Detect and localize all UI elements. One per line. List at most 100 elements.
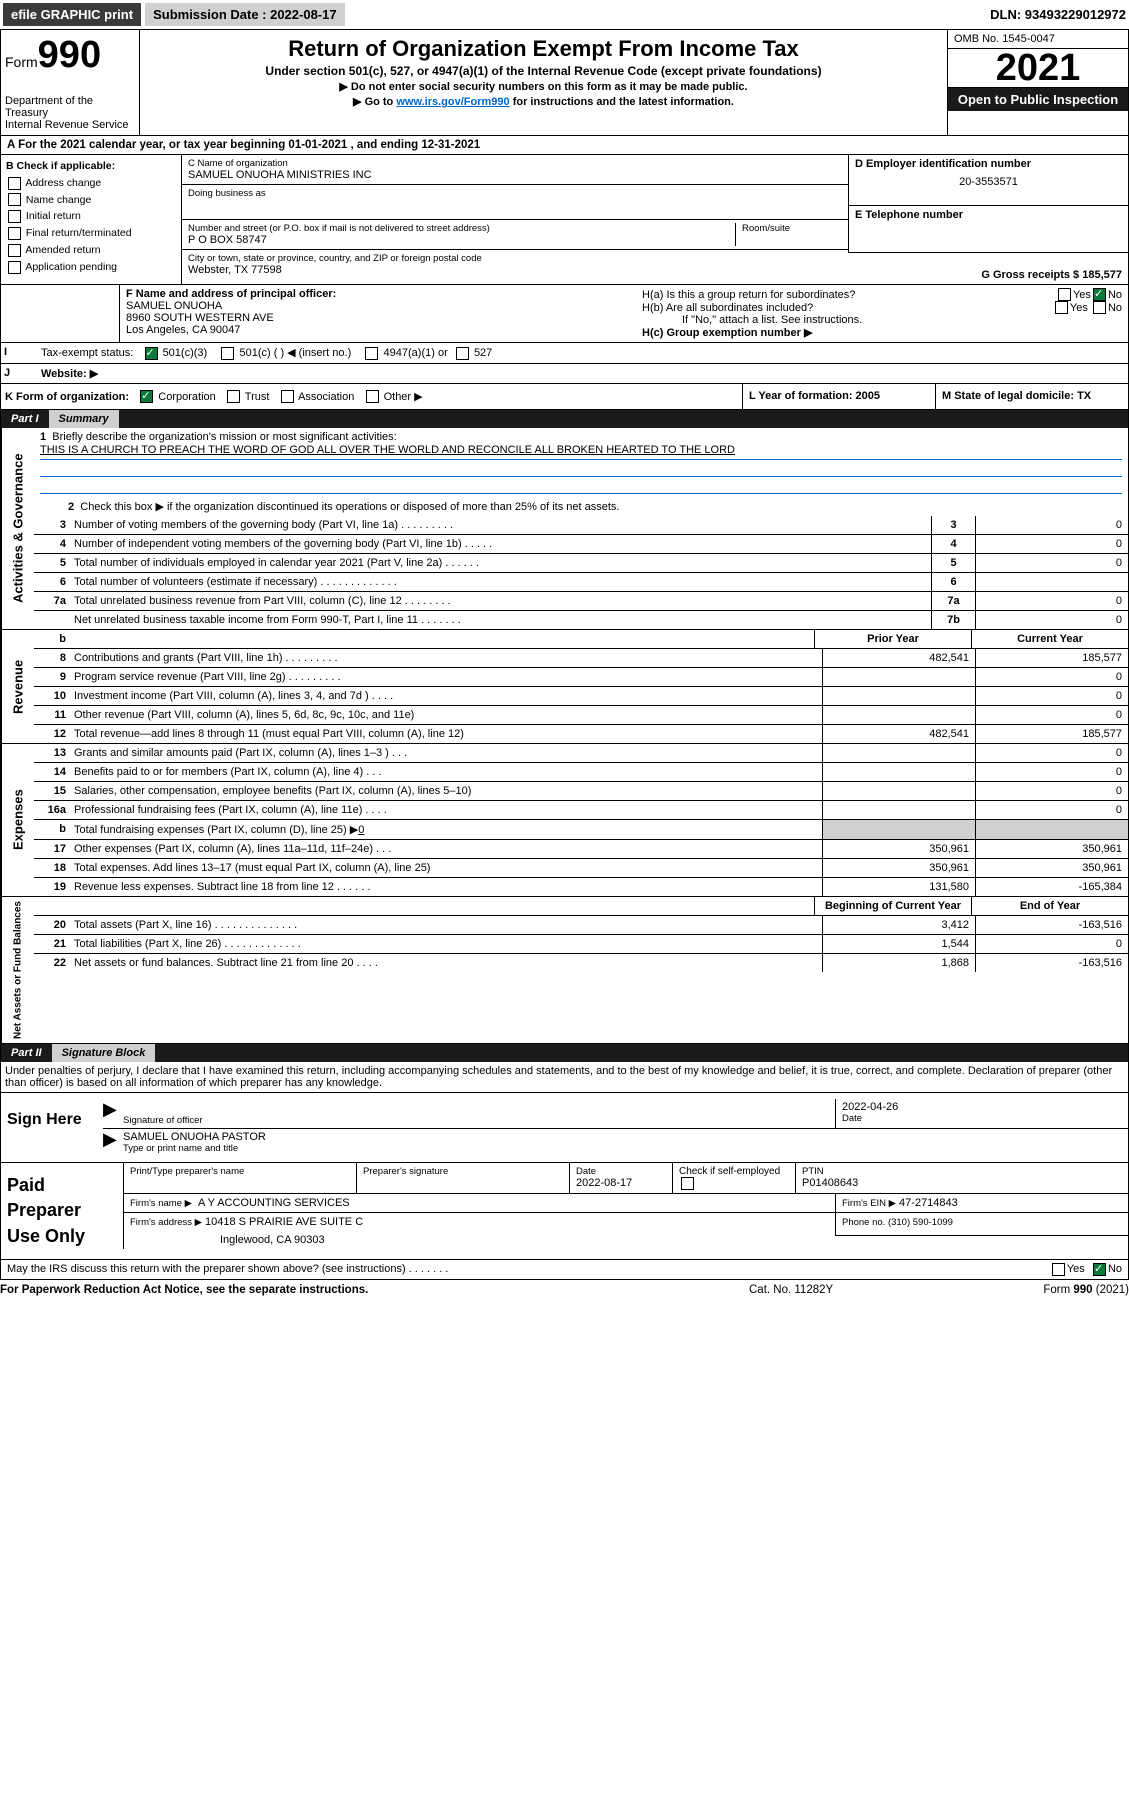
cell-gross: G Gross receipts $ 185,577 [848,253,1128,284]
val-22-end: -163,516 [975,954,1128,972]
val-18-current: 350,961 [975,859,1128,877]
checkbox-4947[interactable] [365,347,378,360]
val-8-current: 185,577 [975,649,1128,667]
val-19-prior: 131,580 [822,878,975,896]
vtab-netassets: Net Assets or Fund Balances [1,897,34,1043]
cell-address: Number and street (or P.O. box if mail i… [182,220,848,250]
irs-link[interactable]: www.irs.gov/Form990 [396,96,509,108]
instruction-1: ▶ Do not enter social security numbers o… [146,80,941,93]
val-line5: 0 [976,554,1128,572]
val-10-current: 0 [975,687,1128,705]
val-line7b: 0 [976,611,1128,629]
mission-text: THIS IS A CHURCH TO PREACH THE WORD OF G… [40,444,735,456]
officer-signature-name: SAMUEL ONUOHA PASTOR [123,1131,1124,1143]
checkbox-trust[interactable] [227,390,240,403]
header-right: OMB No. 1545-0047 2021 Open to Public In… [947,30,1128,135]
section-expenses: Expenses 13Grants and similar amounts pa… [1,744,1128,897]
cell-org-name: C Name of organization SAMUEL ONUOHA MIN… [182,155,848,185]
col-f-officer: F Name and address of principal officer:… [120,285,636,342]
val-16a-current: 0 [975,801,1128,819]
part1-header: Part I Summary [1,410,1128,428]
irs-label: Internal Revenue Service [5,119,135,131]
footer-form-ref: Form 990 (2021) [949,1284,1129,1296]
col-c-org: C Name of organization SAMUEL ONUOHA MIN… [182,155,848,284]
checkbox-501c[interactable] [221,347,234,360]
val-20-begin: 3,412 [822,916,975,934]
cell-city: City or town, state or province, country… [182,250,848,279]
firm-ein: 47-2714843 [899,1197,958,1209]
checkbox-association[interactable] [281,390,294,403]
officer-addr2: Los Angeles, CA 90047 [126,324,240,336]
checkbox-initial-return[interactable] [8,210,21,223]
header-left: Form990 Department of the Treasury Inter… [1,30,140,135]
prep-ptin: P01408643 [802,1177,1122,1189]
sign-block: Sign Here ▶ Signature of officer 2022-04… [1,1093,1128,1163]
form-label: Form [5,54,38,70]
val-17-current: 350,961 [975,840,1128,858]
col-h: H(a) Is this a group return for subordin… [636,285,1128,342]
top-bar: efile GRAPHIC print Submission Date : 20… [0,0,1129,29]
row-klm: K Form of organization: Corporation Trus… [1,383,1128,411]
checkbox-501c3[interactable] [145,347,158,360]
cell-phone: E Telephone number [848,206,1128,253]
val-21-end: 0 [975,935,1128,953]
val-12-prior: 482,541 [822,725,975,743]
val-20-end: -163,516 [975,916,1128,934]
efile-button[interactable]: efile GRAPHIC print [3,3,141,26]
sign-here-label: Sign Here [1,1093,93,1162]
header-center: Return of Organization Exempt From Incom… [140,30,947,135]
org-name: SAMUEL ONUOHA MINISTRIES INC [188,169,842,181]
firm-addr2: Inglewood, CA 90303 [130,1234,829,1246]
val-14-current: 0 [975,763,1128,781]
preparer-block: Paid Preparer Use Only Print/Type prepar… [1,1163,1128,1259]
val-10-prior [822,687,975,705]
section-activities: Activities & Governance 1 Briefly descri… [1,428,1128,630]
footer-catalog: Cat. No. 11282Y [749,1284,949,1296]
officer-addr1: 8960 SOUTH WESTERN AVE [126,312,274,324]
checkbox-self-employed[interactable] [681,1177,694,1190]
checkbox-name-change[interactable] [8,193,21,206]
hc-label: H(c) Group exemption number ▶ [642,326,1122,339]
declaration-text: Under penalties of perjury, I declare th… [1,1062,1128,1093]
dln-label: DLN: 93493229012972 [990,7,1126,22]
checkbox-app-pending[interactable] [8,261,21,274]
val-19-current: -165,384 [975,878,1128,896]
prep-date: 2022-08-17 [576,1177,666,1189]
checkbox-discuss-yes[interactable] [1052,1263,1065,1276]
officer-name: SAMUEL ONUOHA [126,300,222,312]
checkbox-hb-no[interactable] [1093,301,1106,314]
col-de: D Employer identification number 20-3553… [848,155,1128,284]
val-21-begin: 1,544 [822,935,975,953]
val-17-prior: 350,961 [822,840,975,858]
checkbox-final-return[interactable] [8,227,21,240]
firm-addr1: 10418 S PRAIRIE AVE SUITE C [205,1216,363,1228]
footer-notice: For Paperwork Reduction Act Notice, see … [0,1284,749,1296]
val-11-prior [822,706,975,724]
checkbox-other[interactable] [366,390,379,403]
discuss-row: May the IRS discuss this return with the… [1,1259,1128,1279]
checkbox-527[interactable] [456,347,469,360]
tax-year: 2021 [948,49,1128,88]
val-9-prior [822,668,975,686]
dept-label: Department of the Treasury [5,95,135,119]
header-block: B Check if applicable: Address change Na… [1,155,1128,284]
form-number: 990 [38,34,101,76]
section-revenue: Revenue bPrior YearCurrent Year 8Contrib… [1,630,1128,744]
section-netassets: Net Assets or Fund Balances Beginning of… [1,897,1128,1044]
checkbox-ha-no[interactable] [1093,288,1106,301]
val-8-prior: 482,541 [822,649,975,667]
val-line3: 0 [976,516,1128,534]
val-11-current: 0 [975,706,1128,724]
form-container: Form990 Department of the Treasury Inter… [0,29,1129,1280]
checkbox-address-change[interactable] [8,177,21,190]
checkbox-discuss-no[interactable] [1093,1263,1106,1276]
checkbox-amended-return[interactable] [8,244,21,257]
val-9-current: 0 [975,668,1128,686]
instruction-2: ▶ Go to www.irs.gov/Form990 for instruct… [146,95,941,108]
checkbox-ha-yes[interactable] [1058,288,1071,301]
preparer-label: Paid Preparer Use Only [1,1163,123,1259]
checkbox-corporation[interactable] [140,390,153,403]
checkbox-hb-yes[interactable] [1055,301,1068,314]
col-b-checkboxes: B Check if applicable: Address change Na… [1,155,182,284]
open-public-badge: Open to Public Inspection [948,88,1128,111]
